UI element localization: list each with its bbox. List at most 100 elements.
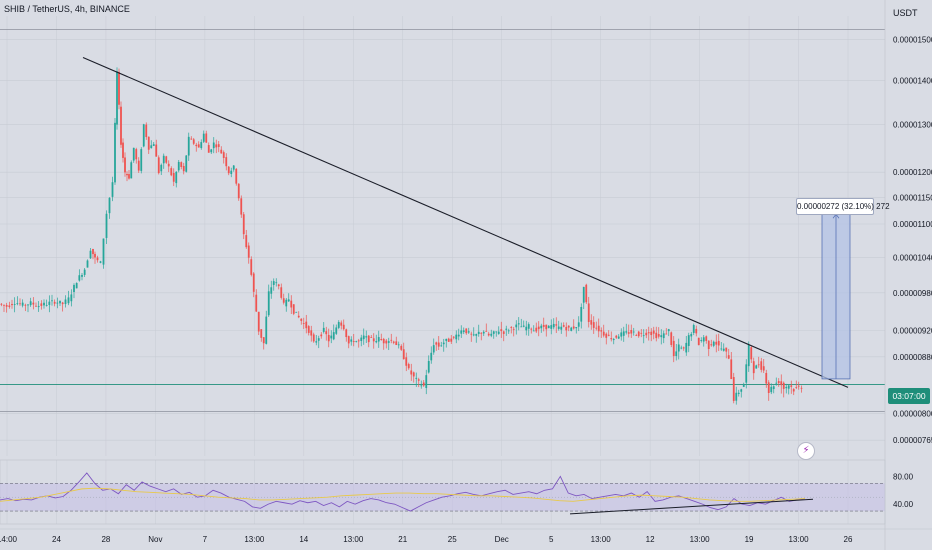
candle-body	[35, 305, 37, 307]
candle-body	[180, 162, 183, 167]
rsi-line	[0, 472, 806, 512]
candle-body	[250, 259, 253, 275]
candle-body	[390, 339, 393, 341]
candle-body	[270, 287, 273, 294]
candle-body	[340, 322, 343, 326]
candle-body	[242, 214, 245, 235]
candle-body	[292, 304, 295, 314]
candle-body	[470, 333, 473, 335]
time-tick-label: 13:00	[789, 535, 810, 544]
candle-body	[205, 133, 208, 143]
candle-body	[96, 257, 99, 261]
candle-body	[48, 301, 51, 305]
price-countdown-tag: 03:07:00	[888, 388, 930, 404]
price-tick-label: 0.00001040	[893, 253, 932, 262]
candle-body	[740, 389, 743, 392]
candle-body	[135, 149, 138, 160]
candle-body	[217, 144, 220, 147]
candle-body	[0, 303, 3, 305]
candle-body	[587, 303, 590, 322]
candle-body	[515, 324, 518, 328]
candle-body	[335, 327, 338, 334]
rsi-tick-label: 80.00	[893, 472, 914, 481]
candle-body	[667, 329, 670, 332]
candle-body	[197, 144, 200, 148]
candle-body	[165, 156, 168, 163]
candle-body	[235, 168, 238, 184]
candle-body	[300, 318, 303, 321]
candle-body	[480, 332, 483, 334]
time-tick-label: Nov	[148, 535, 162, 544]
candle-body	[490, 333, 493, 336]
candle-body	[680, 347, 683, 349]
time-tick-label: 21	[398, 535, 407, 544]
candle-body	[330, 335, 333, 339]
candle-body	[225, 157, 228, 167]
candle-body	[517, 323, 520, 325]
title-separator: ,	[84, 4, 90, 14]
price-tick-label: 0.00000765	[893, 436, 932, 445]
candle-body	[672, 340, 675, 357]
candle-body	[747, 344, 750, 367]
candle-body	[512, 328, 515, 330]
candle-body	[692, 325, 695, 333]
candle-body	[607, 334, 610, 336]
candle-body	[772, 386, 775, 390]
candle-body	[730, 359, 733, 380]
candle-body	[240, 198, 243, 215]
candle-body	[377, 337, 380, 342]
candle-body	[86, 260, 89, 268]
candle-body	[227, 166, 230, 174]
candle-body	[187, 136, 190, 156]
candle-body	[665, 333, 668, 335]
candle-body	[362, 335, 365, 340]
candle-body	[172, 173, 175, 182]
candle-body	[767, 382, 770, 393]
candle-body	[505, 328, 508, 330]
candle-body	[290, 300, 293, 308]
candle-body	[245, 235, 248, 248]
candle-body	[447, 338, 450, 342]
candle-body	[657, 334, 660, 337]
candle-body	[170, 168, 173, 176]
candle-body	[111, 182, 114, 197]
candle-body	[735, 392, 738, 401]
candle-body	[715, 341, 718, 345]
candle-body	[24, 304, 27, 306]
measure-tool[interactable]	[821, 212, 851, 380]
time-tick-label: 19	[745, 535, 754, 544]
symbol-label[interactable]: SHIB / TetherUS	[4, 4, 70, 14]
candle-body	[126, 173, 128, 176]
lightning-bolt-icon[interactable]: ⚡︎	[797, 442, 815, 460]
candle-body	[412, 372, 415, 377]
interval-label[interactable]: 4h	[74, 4, 85, 14]
candle-body	[552, 323, 555, 328]
candle-body	[712, 341, 715, 346]
candle-body	[195, 144, 198, 147]
price-tick-label: 0.00001200	[893, 168, 932, 177]
candle-body	[750, 347, 753, 360]
candle-body	[545, 324, 548, 330]
candle-body	[687, 335, 690, 347]
candle-body	[557, 326, 560, 329]
candle-body	[492, 331, 495, 334]
candle-body	[570, 327, 573, 331]
candle-body	[662, 333, 665, 339]
candle-body	[547, 325, 550, 329]
candle-body	[230, 170, 233, 174]
candle-body	[260, 329, 263, 338]
candle-body	[432, 345, 435, 353]
price-axis[interactable]: 0.00001500 0.00001400 0.00001300 0.00001200…	[884, 0, 932, 550]
candle-body	[632, 331, 635, 333]
candle-body	[540, 325, 543, 329]
time-axis[interactable]: 14:00 24 28 Nov 7 13:00 14 13:00 21 25 Dec 5 13:00 12…	[0, 528, 932, 544]
candle-body	[742, 384, 745, 387]
candle-body	[332, 332, 335, 340]
candle-body	[532, 330, 535, 332]
candle-body	[495, 331, 498, 333]
candle-body	[785, 386, 788, 389]
candle-body	[320, 334, 323, 337]
trendline[interactable]	[82, 56, 849, 388]
candle-body	[645, 332, 648, 336]
